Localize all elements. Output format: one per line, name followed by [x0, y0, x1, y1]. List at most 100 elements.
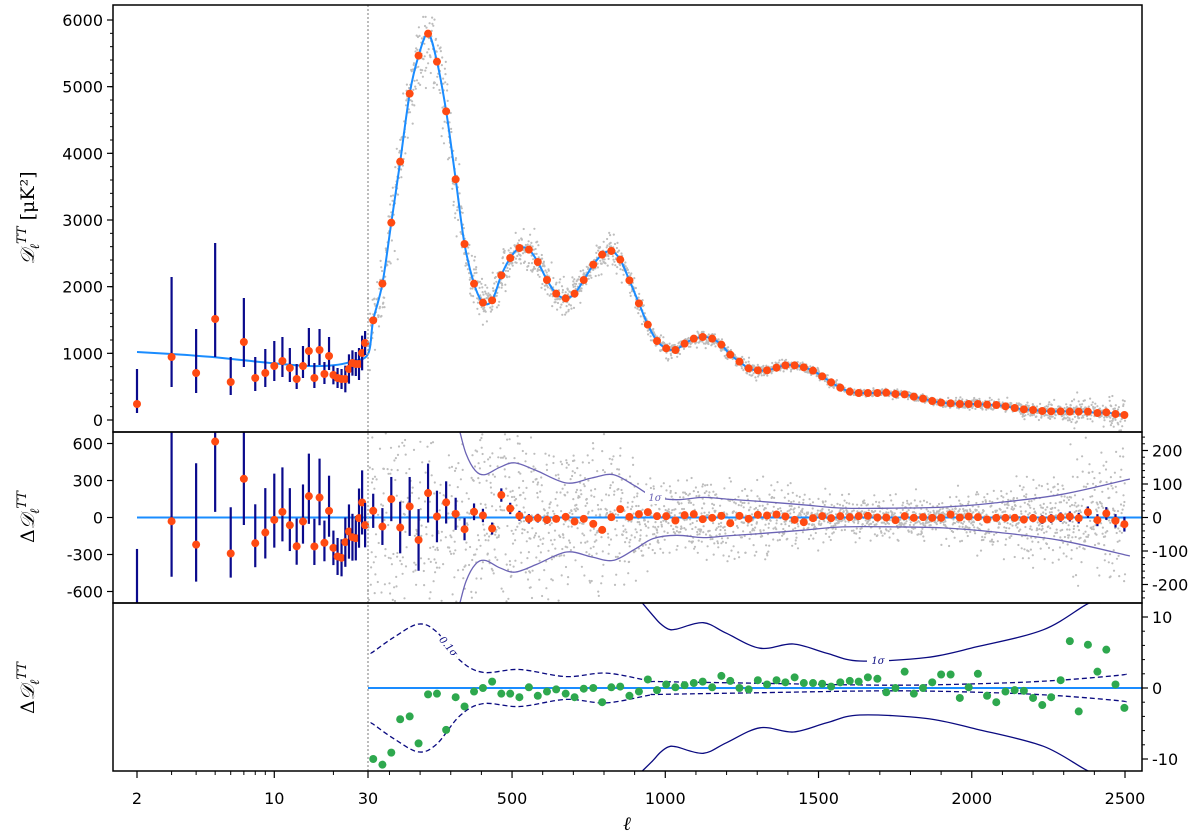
unbinned-point — [472, 268, 476, 271]
unbinned-residual-point — [659, 521, 663, 524]
unbinned-residual-point — [579, 489, 582, 492]
unbinned-residual-point — [944, 520, 947, 523]
unbinned-point — [545, 271, 548, 274]
unbinned-residual-point — [940, 543, 943, 547]
unbinned-point — [740, 365, 743, 368]
unbinned-residual-point — [368, 466, 371, 469]
unbinned-residual-point — [1063, 495, 1066, 498]
unbinned-residual-point — [486, 552, 489, 555]
unbinned-residual-point — [450, 552, 453, 556]
unbinned-point — [634, 286, 638, 290]
unbinned-residual-point — [435, 566, 439, 569]
unbinned-residual-point — [874, 509, 877, 513]
unbinned-residual-point — [537, 481, 540, 484]
unbinned-residual-point — [712, 553, 715, 556]
unbinned-residual-point — [1053, 535, 1056, 538]
unbinned-point — [981, 408, 984, 411]
unbinned-residual-point — [384, 432, 387, 435]
unbinned-residual-point — [494, 556, 497, 559]
binned-data-point — [515, 244, 524, 252]
binned-data-point — [836, 383, 845, 392]
unbinned-residual-point — [935, 523, 938, 526]
unbinned-residual-point — [564, 520, 567, 523]
unbinned-residual-point — [905, 520, 908, 523]
unbinned-point — [574, 287, 577, 290]
unbinned-point — [514, 231, 517, 234]
unbinned-point — [516, 242, 520, 245]
unbinned-point — [483, 306, 486, 309]
unbinned-residual-point — [391, 598, 394, 602]
unbinned-residual-point — [765, 544, 768, 547]
unbinned-residual-point — [1002, 496, 1005, 499]
unbinned-residual-point — [783, 532, 786, 535]
unbinned-point — [412, 88, 415, 91]
unbinned-point — [1077, 400, 1080, 403]
unbinned-point — [530, 262, 534, 265]
unbinned-residual-point — [762, 475, 765, 478]
unbinned-residual-point — [743, 521, 746, 524]
unbinned-residual-point — [945, 537, 948, 541]
unbinned-point — [707, 342, 710, 346]
unbinned-point — [1109, 424, 1112, 427]
unbinned-residual-point — [568, 541, 572, 544]
unbinned-residual-point — [1071, 520, 1074, 523]
unbinned-residual-point — [605, 493, 608, 496]
unbinned-point — [611, 255, 615, 258]
unbinned-residual-point — [1067, 498, 1070, 501]
unbinned-point — [421, 75, 424, 78]
unbinned-point — [1048, 401, 1051, 404]
unbinned-residual-point — [792, 528, 795, 531]
unbinned-point — [985, 408, 988, 411]
unbinned-residual-point — [371, 436, 374, 439]
unbinned-residual-point — [778, 538, 782, 542]
unbinned-residual-point — [521, 528, 524, 531]
unbinned-residual-point — [700, 528, 703, 532]
unbinned-point — [467, 252, 470, 255]
unbinned-residual-point — [674, 491, 677, 495]
unbinned-residual-point — [453, 576, 456, 579]
unbinned-residual-point — [442, 563, 445, 566]
unbinned-residual-point — [1076, 476, 1079, 479]
unbinned-residual-point — [1055, 528, 1058, 531]
unbinned-point — [537, 256, 540, 259]
unbinned-point — [1037, 418, 1040, 422]
unbinned-point — [601, 258, 604, 261]
unbinned-point — [435, 50, 438, 53]
unbinned-residual-point — [527, 551, 531, 554]
unbinned-residual-point — [866, 503, 870, 506]
unbinned-residual-point — [485, 479, 488, 482]
unbinned-residual-point — [1036, 521, 1039, 524]
unbinned-point — [1071, 418, 1074, 421]
unbinned-point — [424, 69, 427, 72]
unbinned-residual-point — [674, 532, 677, 535]
unbinned-residual-point — [595, 552, 598, 555]
unbinned-point — [382, 301, 385, 304]
unbinned-residual-point — [1073, 504, 1076, 507]
unbinned-point — [497, 304, 500, 307]
unbinned-point — [544, 269, 547, 272]
unbinned-residual-point — [1080, 504, 1083, 507]
unbinned-point — [1046, 414, 1049, 417]
unbinned-residual-point — [639, 529, 642, 532]
unbinned-residual-point — [743, 534, 746, 538]
unbinned-point — [504, 283, 507, 286]
unbinned-residual-point — [412, 570, 415, 573]
unbinned-residual-point — [764, 558, 767, 561]
unbinned-residual-point — [770, 484, 773, 487]
unbinned-residual-point — [573, 471, 577, 474]
unbinned-residual-point — [1017, 521, 1020, 525]
unbinned-residual-point — [699, 530, 702, 533]
unbinned-residual-point — [1096, 510, 1099, 513]
unbinned-residual-point — [845, 501, 848, 504]
unbinned-residual-point — [1034, 493, 1037, 496]
unbinned-point — [740, 367, 744, 370]
unbinned-residual-point — [667, 508, 670, 511]
unbinned-residual-point — [432, 545, 435, 548]
unbinned-residual-point — [413, 561, 416, 564]
unbinned-point — [678, 341, 681, 344]
unbinned-residual-point — [652, 485, 655, 488]
binned-data-point — [818, 372, 827, 381]
unbinned-point — [431, 16, 434, 19]
unbinned-residual-point — [709, 538, 712, 541]
binned-data-point — [781, 361, 790, 370]
